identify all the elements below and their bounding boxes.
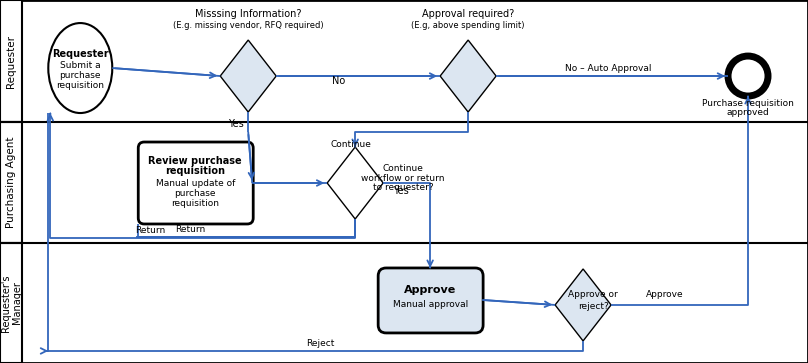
Polygon shape [440,40,496,112]
Circle shape [728,56,768,96]
Text: Review purchase: Review purchase [149,156,242,166]
Text: Submit a: Submit a [60,61,100,70]
Bar [0,243,23,363]
Text: to requester?: to requester? [372,184,433,192]
Bar [0,122,23,243]
Text: Requester: Requester [52,49,108,59]
Text: Continue: Continue [383,163,423,172]
Text: Approve: Approve [404,285,457,295]
Text: Reject: Reject [306,339,335,348]
FancyBboxPatch shape [378,268,483,333]
Text: Yes: Yes [229,119,244,129]
Text: Approve or: Approve or [568,290,618,299]
Text: requisition: requisition [171,200,219,208]
Text: Requester: Requester [6,34,16,87]
Text: Purchasing Agent: Purchasing Agent [6,137,16,228]
Text: requisition: requisition [165,166,225,176]
Text: purchase: purchase [60,70,101,79]
Text: Manual approval: Manual approval [393,301,468,309]
Polygon shape [327,147,383,219]
Polygon shape [221,40,276,112]
Polygon shape [555,269,611,341]
Text: Yes: Yes [393,186,409,196]
Bar [0,0,23,122]
Text: requisition: requisition [57,81,104,90]
Text: Requester's
Manager: Requester's Manager [1,274,22,332]
Text: No: No [331,76,345,86]
Text: No – Auto Approval: No – Auto Approval [565,64,651,73]
Text: reject?: reject? [578,302,608,311]
Text: Manual update of: Manual update of [156,179,235,188]
Text: Continue: Continue [330,139,371,148]
Text: Return: Return [175,225,205,234]
Text: workflow or return: workflow or return [361,174,445,183]
Circle shape [730,58,765,94]
Text: Purchase requisition: Purchase requisition [702,98,794,107]
Text: Misssing Information?: Misssing Information? [195,9,301,19]
FancyBboxPatch shape [138,142,253,224]
Text: Return: Return [135,227,166,236]
Text: purchase: purchase [175,189,216,199]
Text: (E.g, above spending limit): (E.g, above spending limit) [411,21,525,29]
Ellipse shape [48,23,112,113]
Text: Approval required?: Approval required? [422,9,514,19]
Text: (E.g. missing vendor, RFQ required): (E.g. missing vendor, RFQ required) [173,21,323,29]
Text: Approve: Approve [646,290,684,299]
Text: approved: approved [726,107,769,117]
